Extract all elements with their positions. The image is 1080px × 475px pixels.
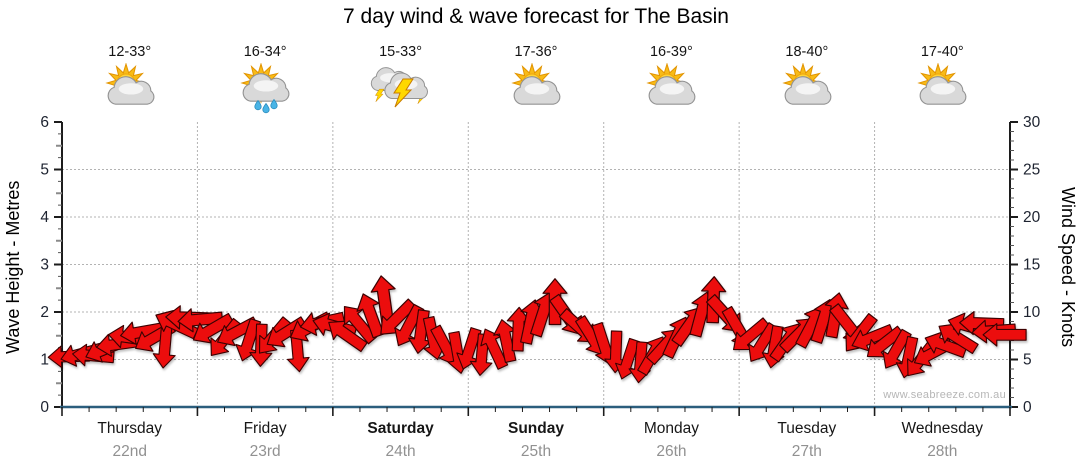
partly-cloudy-icon <box>104 62 155 105</box>
wind-arrow-series <box>47 275 1027 384</box>
weather-icon-box <box>910 62 974 117</box>
cloud <box>649 76 696 105</box>
weather-icon-box <box>98 62 162 117</box>
wind-arrow <box>866 325 905 358</box>
day-name-label: Friday <box>243 420 287 437</box>
wind-arrow <box>394 303 425 347</box>
sun-showers-icon <box>240 62 290 114</box>
day-date-label: 23rd <box>249 443 281 460</box>
cloud <box>107 76 155 105</box>
day-date-label: 25th <box>520 443 552 460</box>
wind-arrow <box>328 320 368 353</box>
wind-arrow <box>851 324 895 352</box>
day-temp-range: 16-34° <box>243 44 287 60</box>
left-axis-tick-label: 1 <box>40 352 49 369</box>
wind-arrow <box>152 325 176 369</box>
day-temp-range: 17-40° <box>920 44 964 60</box>
partly-cloudy-icon <box>917 62 967 105</box>
partly-cloudy-icon <box>782 62 832 105</box>
right-axis-tick-label: 20 <box>1023 209 1041 226</box>
watermark: www.seabreeze.com.au <box>883 389 1006 401</box>
weather-icon-box <box>233 62 297 117</box>
day-temp-range: 16-39° <box>649 44 693 60</box>
right-axis-tick-label: 0 <box>1023 399 1032 416</box>
weather-icon-box <box>369 63 433 117</box>
wind-arrow <box>506 306 531 352</box>
day-name-label: Monday <box>643 420 699 437</box>
lightning-bolt <box>374 88 384 102</box>
weather-icon-box <box>504 62 568 117</box>
wind-arrow <box>493 319 517 363</box>
cloud <box>242 73 290 102</box>
day-date-label: 28th <box>927 443 958 460</box>
left-axis-tick-label: 2 <box>40 304 49 321</box>
weather-icon-box <box>775 62 839 117</box>
day-date-label: 26th <box>656 443 687 460</box>
day-date-label: 27th <box>791 443 822 460</box>
cloud <box>919 76 967 105</box>
rain-drop <box>262 102 270 114</box>
day-temp-range: 12-33° <box>108 44 152 60</box>
wind-arrow <box>177 308 224 333</box>
day-temp-range: 17-36° <box>514 44 558 60</box>
weather-icon-box <box>639 62 703 117</box>
rain-drop <box>254 99 262 111</box>
left-axis-tick-label: 3 <box>40 257 49 274</box>
day-name-label: Saturday <box>367 420 434 437</box>
thunderstorm-icon <box>370 67 428 108</box>
left-axis-tick-label: 5 <box>40 162 49 179</box>
right-axis-tick-label: 25 <box>1023 162 1040 179</box>
right-axis-title: Wind Speed - Knots <box>1058 186 1078 348</box>
lightning-bolt <box>392 78 414 108</box>
wind-arrow <box>456 327 482 370</box>
right-axis-tick-label: 15 <box>1023 257 1040 274</box>
day-date-label: 22nd <box>112 443 147 460</box>
day-name-label: Tuesday <box>777 420 837 437</box>
right-axis-tick-label: 10 <box>1023 304 1041 321</box>
wind-arrow <box>615 337 640 380</box>
wind-arrow <box>604 330 628 374</box>
wind-arrow <box>192 312 235 344</box>
day-name-label: Wednesday <box>901 420 984 437</box>
cloud <box>784 76 832 105</box>
day-temp-range: 15-33° <box>379 44 422 60</box>
left-axis-tick-label: 6 <box>40 114 49 131</box>
day-date-label: 24th <box>385 443 416 460</box>
chart-title: 7 day wind & wave forecast for The Basin <box>343 5 729 28</box>
day-name-label: Thursday <box>97 420 163 437</box>
day-name-label: Sunday <box>508 420 564 437</box>
left-axis-tick-label: 0 <box>40 399 49 416</box>
day-temp-range: 18-40° <box>785 44 829 60</box>
right-axis-tick-label: 5 <box>1023 352 1032 369</box>
partly-cloudy-icon <box>511 62 561 105</box>
wind-arrow <box>982 322 1027 347</box>
right-axis-tick-label: 30 <box>1023 114 1041 131</box>
partly-cloudy-icon <box>646 62 696 105</box>
cloud <box>513 76 561 105</box>
rain-drop <box>270 98 278 110</box>
wind-arrow <box>882 328 912 369</box>
wind-arrow <box>235 318 262 362</box>
wind-arrow <box>732 317 771 351</box>
left-axis-tick-label: 4 <box>40 209 49 226</box>
wind-arrow <box>938 323 979 355</box>
